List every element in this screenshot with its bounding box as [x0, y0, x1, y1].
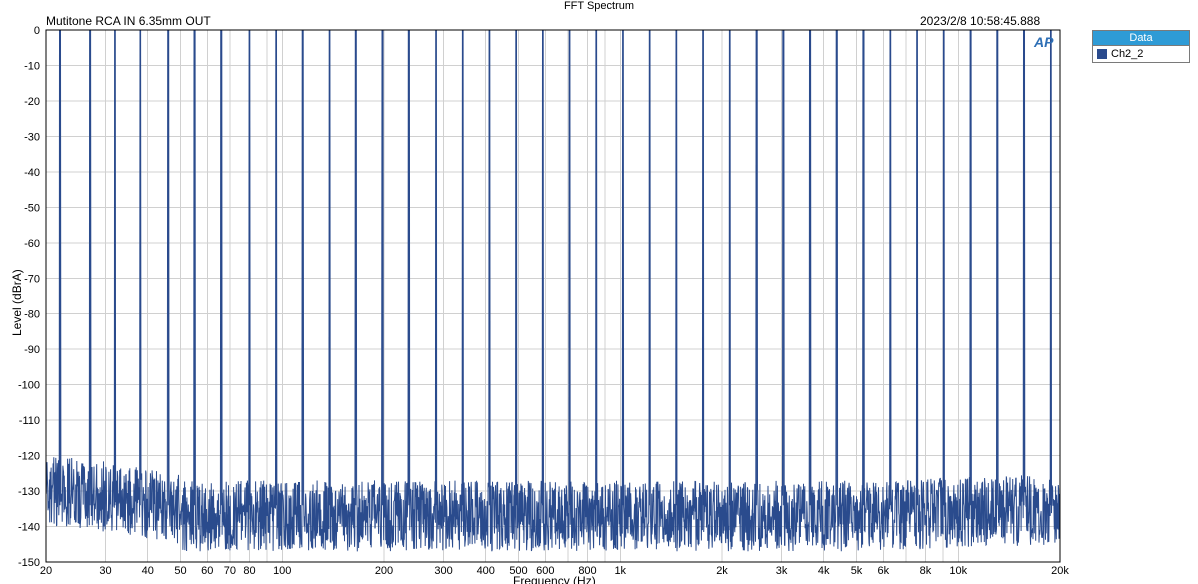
- svg-text:50: 50: [174, 565, 186, 577]
- svg-text:2k: 2k: [716, 565, 728, 577]
- svg-text:20k: 20k: [1051, 565, 1069, 577]
- legend-item-label: Ch2_2: [1111, 48, 1143, 60]
- svg-text:-110: -110: [19, 415, 40, 427]
- svg-text:-10: -10: [24, 60, 40, 72]
- fft-plot: -150-140-130-120-110-100-90-80-70-60-50-…: [0, 0, 1198, 584]
- svg-text:-140: -140: [18, 522, 40, 534]
- svg-text:70: 70: [224, 565, 236, 577]
- svg-text:30: 30: [99, 565, 111, 577]
- svg-text:0: 0: [34, 25, 40, 37]
- svg-text:400: 400: [477, 565, 495, 577]
- svg-text:100: 100: [273, 565, 291, 577]
- svg-text:80: 80: [243, 565, 255, 577]
- svg-text:8k: 8k: [920, 565, 932, 577]
- legend-box: Data Ch2_2: [1092, 30, 1190, 63]
- svg-text:-70: -70: [24, 273, 40, 285]
- svg-text:-30: -30: [24, 131, 40, 143]
- svg-text:20: 20: [40, 565, 52, 577]
- x-axis-label: Frequency (Hz): [513, 574, 596, 584]
- svg-text:200: 200: [375, 565, 393, 577]
- svg-text:300: 300: [434, 565, 452, 577]
- svg-text:-60: -60: [24, 238, 40, 250]
- svg-text:1k: 1k: [614, 565, 626, 577]
- legend-header: Data: [1093, 31, 1189, 46]
- svg-text:-150: -150: [18, 557, 40, 569]
- svg-text:-120: -120: [18, 451, 40, 463]
- fft-spectrum-figure: FFT Spectrum Mutitone RCA IN 6.35mm OUT …: [0, 0, 1198, 584]
- svg-text:-90: -90: [24, 344, 40, 356]
- legend-item: Ch2_2: [1093, 46, 1189, 62]
- y-axis-label: Level (dBrA): [10, 269, 24, 336]
- svg-text:-80: -80: [24, 309, 40, 321]
- svg-text:6k: 6k: [877, 565, 889, 577]
- svg-text:4k: 4k: [818, 565, 830, 577]
- legend-swatch-icon: [1097, 49, 1107, 59]
- svg-text:40: 40: [142, 565, 154, 577]
- svg-text:5k: 5k: [851, 565, 863, 577]
- svg-text:60: 60: [201, 565, 213, 577]
- svg-text:-20: -20: [24, 96, 40, 108]
- svg-text:-100: -100: [18, 380, 40, 392]
- svg-text:-130: -130: [18, 486, 40, 498]
- svg-text:3k: 3k: [776, 565, 788, 577]
- svg-text:10k: 10k: [949, 565, 967, 577]
- svg-text:-40: -40: [24, 167, 40, 179]
- svg-text:-50: -50: [24, 202, 40, 214]
- ap-logo-icon: AP: [1034, 34, 1053, 50]
